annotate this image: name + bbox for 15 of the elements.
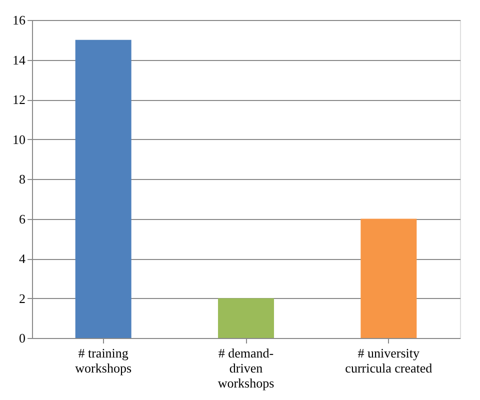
y-tick-label: 14 (12, 52, 26, 68)
y-tick-label: 6 (19, 211, 26, 226)
y-tick-label: 12 (12, 92, 26, 107)
y-tick-label: 16 (12, 12, 26, 28)
y-tick-label: 2 (19, 290, 26, 306)
y-tick-label: 10 (12, 132, 26, 147)
y-tick-label: 0 (19, 330, 26, 346)
x-tick-label: # training workshops (75, 346, 132, 376)
x-tick-label: # demand- driven workshops (218, 346, 274, 390)
y-tick-label: 4 (19, 251, 26, 266)
y-tick-label: 8 (19, 172, 26, 186)
x-tick-label: # university curricula created (345, 346, 433, 376)
bar (75, 40, 132, 338)
bar (218, 298, 274, 338)
bar (360, 218, 417, 338)
